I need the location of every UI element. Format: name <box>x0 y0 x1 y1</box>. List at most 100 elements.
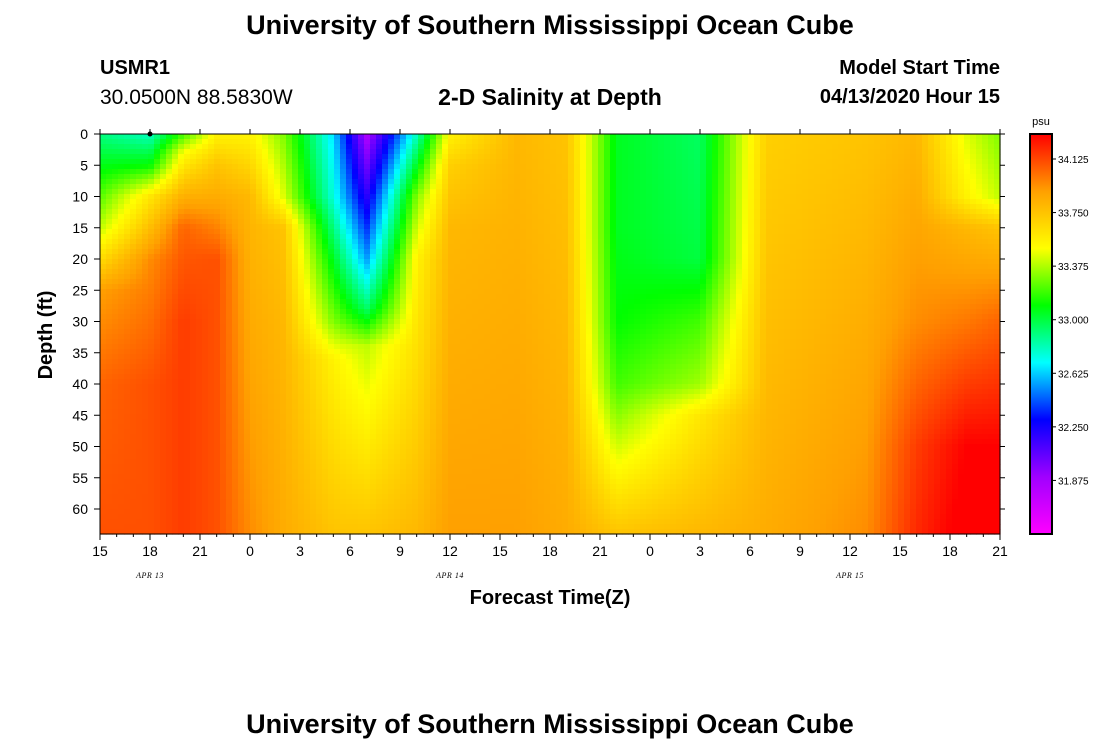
heatmap-cell <box>328 519 335 525</box>
heatmap-cell <box>244 384 251 390</box>
heatmap-cell <box>442 374 449 380</box>
heatmap-cell <box>328 334 335 340</box>
heatmap-cell <box>364 159 371 165</box>
heatmap-cell <box>172 389 179 395</box>
heatmap-cell <box>442 429 449 435</box>
heatmap-cell <box>376 484 383 490</box>
heatmap-cell <box>448 499 455 505</box>
heatmap-cell <box>418 269 425 275</box>
heatmap-cell <box>232 244 239 250</box>
heatmap-cell <box>118 394 125 400</box>
heatmap-cell <box>184 139 191 145</box>
heatmap-cell <box>340 279 347 285</box>
heatmap-cell <box>112 299 119 305</box>
heatmap-cell <box>460 499 467 505</box>
heatmap-cell <box>382 349 389 355</box>
heatmap-cell <box>226 314 233 320</box>
heatmap-cell <box>190 474 197 480</box>
heatmap-cell <box>250 274 257 280</box>
heatmap-cell <box>304 354 311 360</box>
heatmap-cell <box>130 389 137 395</box>
heatmap-cell <box>382 274 389 280</box>
heatmap-cell <box>238 139 245 145</box>
heatmap-cell <box>262 409 269 415</box>
heatmap-cell <box>172 229 179 235</box>
heatmap-cell <box>394 174 401 180</box>
heatmap-cell <box>274 484 281 490</box>
heatmap-cell <box>214 509 221 515</box>
heatmap-cell <box>424 499 431 505</box>
heatmap-cell <box>208 329 215 335</box>
heatmap-cell <box>424 529 431 535</box>
heatmap-cell <box>100 149 107 155</box>
heatmap-cell <box>298 249 305 255</box>
heatmap-cell <box>256 394 263 400</box>
heatmap-cell <box>454 359 461 365</box>
heatmap-cell <box>154 429 161 435</box>
heatmap-cell <box>430 379 437 385</box>
heatmap-cell <box>430 389 437 395</box>
heatmap-cell <box>142 214 149 220</box>
heatmap-cell <box>442 294 449 300</box>
heatmap-cell <box>406 294 413 300</box>
heatmap-cell <box>130 219 137 225</box>
heatmap-cell <box>322 509 329 515</box>
heatmap-cell <box>226 359 233 365</box>
heatmap-cell <box>100 239 107 245</box>
heatmap-cell <box>346 449 353 455</box>
heatmap-cell <box>232 334 239 340</box>
heatmap-cell <box>256 524 263 530</box>
heatmap-cell <box>352 254 359 260</box>
heatmap-cell <box>430 284 437 290</box>
heatmap-cell <box>316 504 323 510</box>
heatmap-cell <box>448 344 455 350</box>
heatmap-cell <box>232 449 239 455</box>
heatmap-cell <box>238 344 245 350</box>
heatmap-cell <box>286 179 293 185</box>
heatmap-cell <box>382 414 389 420</box>
heatmap-cell <box>232 369 239 375</box>
heatmap-cell <box>466 399 473 405</box>
heatmap-cell <box>352 344 359 350</box>
heatmap-cell <box>232 524 239 530</box>
heatmap-cell <box>130 349 137 355</box>
heatmap-cell <box>238 459 245 465</box>
heatmap-cell <box>280 524 287 530</box>
heatmap-cell <box>190 274 197 280</box>
heatmap-cell <box>280 374 287 380</box>
heatmap-cell <box>322 499 329 505</box>
heatmap-cell <box>418 439 425 445</box>
heatmap-cell <box>472 234 479 240</box>
heatmap-cell <box>370 519 377 525</box>
heatmap-cell <box>454 499 461 505</box>
heatmap-cell <box>238 204 245 210</box>
heatmap-cell <box>376 324 383 330</box>
heatmap-cell <box>442 339 449 345</box>
heatmap-cell <box>340 379 347 385</box>
heatmap-cell <box>448 224 455 230</box>
heatmap-cell <box>190 409 197 415</box>
heatmap-cell <box>394 334 401 340</box>
heatmap-cell <box>466 294 473 300</box>
heatmap-cell <box>286 304 293 310</box>
heatmap-cell <box>328 434 335 440</box>
heatmap-cell <box>418 459 425 465</box>
heatmap-cell <box>256 244 263 250</box>
heatmap-cell <box>202 349 209 355</box>
heatmap-cell <box>172 339 179 345</box>
heatmap-cell <box>250 194 257 200</box>
heatmap-cell <box>340 264 347 270</box>
heatmap-cell <box>202 274 209 280</box>
heatmap-cell <box>274 394 281 400</box>
heatmap-cell <box>358 369 365 375</box>
heatmap-cell <box>358 234 365 240</box>
heatmap-cell <box>118 389 125 395</box>
heatmap-cell <box>436 294 443 300</box>
heatmap-cell <box>202 304 209 310</box>
heatmap-cell <box>376 204 383 210</box>
heatmap-cell <box>172 414 179 420</box>
heatmap-cell <box>214 344 221 350</box>
heatmap-cell <box>364 264 371 270</box>
heatmap-cell <box>190 169 197 175</box>
heatmap-cell <box>442 489 449 495</box>
